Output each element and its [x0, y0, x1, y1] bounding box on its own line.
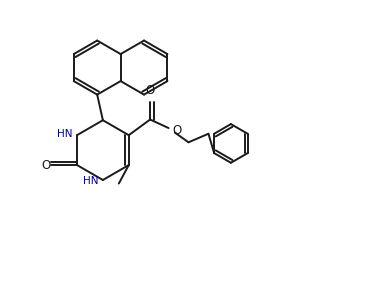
Text: O: O	[42, 158, 51, 172]
Text: HN: HN	[57, 129, 73, 139]
Text: O: O	[172, 124, 181, 137]
Text: O: O	[145, 84, 155, 97]
Text: HN: HN	[83, 176, 99, 186]
